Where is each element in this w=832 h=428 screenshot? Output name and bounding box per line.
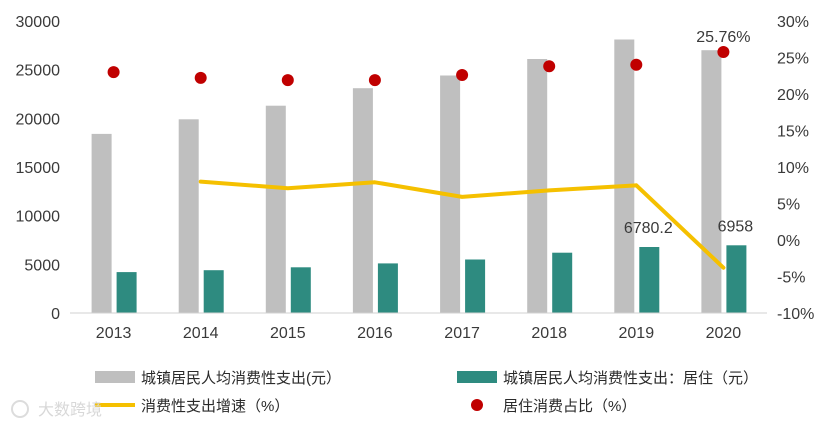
data-label: 25.76% [696,29,750,46]
share-dot-2017 [456,69,469,81]
x-tick-2019: 2019 [619,325,655,342]
y-right-tick: 5% [777,197,800,214]
dots-layer [107,46,730,87]
growth-line [198,179,726,270]
y-left-tick: 10000 [16,209,61,226]
share-dot-2020 [717,46,730,58]
bar-total-2014 [178,119,199,313]
bar-housing-2014 [203,270,224,313]
share-dot-2016 [368,74,381,87]
y-left-axis: 0 5000 10000 15000 20000 25000 30000 [16,14,61,323]
line-layer [198,179,726,270]
bar-total-2016 [352,88,373,313]
x-tick-2016: 2016 [357,325,393,342]
watermark-logo-icon [11,400,29,418]
y-right-tick: 10% [777,160,809,177]
y-right-axis: -10% -5% 0% 5% 10% 15% 20% 25% 30% [777,14,814,323]
y-right-tick: 20% [777,87,809,104]
bar-housing-2015 [290,267,311,313]
data-labels: 25.76% 6780.2 6958 [624,29,753,237]
y-right-tick: 0% [777,233,800,250]
y-left-tick: 5000 [24,257,60,274]
y-left-tick: 0 [51,306,60,323]
bar-total-2020 [701,50,722,313]
legend-swatch-share [471,399,483,411]
share-dot-2015 [281,74,294,87]
bar-total-2019 [614,39,635,313]
share-dot-2019 [630,58,643,71]
legend: 城镇居民人均消费性支出(元） 城镇居民人均消费性支出：居住（元） 消费性支出增速… [95,370,758,415]
y-left-tick: 20000 [16,111,61,128]
bars-layer [91,39,747,313]
y-right-tick: 30% [777,14,809,31]
bar-housing-2013 [116,272,137,313]
bar-housing-2019 [639,247,660,313]
x-tick-2018: 2018 [531,325,567,342]
y-right-tick: 15% [777,124,809,141]
legend-swatch-total [95,371,135,383]
bar-housing-2020 [726,245,747,313]
bar-housing-2018 [552,252,573,313]
legend-label-growth: 消费性支出增速（%） [141,398,289,415]
data-label: 6780.2 [624,220,673,237]
data-label: 6958 [718,218,754,235]
x-tick-2017: 2017 [444,325,480,342]
legend-label-housing: 城镇居民人均消费性支出：居住（元） [503,370,758,387]
legend-swatch-housing [457,371,497,383]
y-left-tick: 30000 [16,14,61,31]
y-left-tick: 15000 [16,160,61,177]
share-dot-2018 [543,60,556,73]
share-dot-2014 [194,71,207,84]
x-tick-2015: 2015 [270,325,306,342]
y-right-tick: -5% [777,270,805,287]
watermark: 大数跨境 [11,400,102,419]
y-right-tick: -10% [777,306,814,323]
watermark-text: 大数跨境 [38,400,102,419]
y-right-tick: 25% [777,51,809,68]
x-tick-2014: 2014 [183,325,219,342]
bar-housing-2017 [465,259,486,313]
x-tick-2020: 2020 [706,325,742,342]
bar-housing-2016 [377,263,398,313]
bar-total-2013 [91,133,112,313]
bar-total-2018 [527,59,548,313]
x-tick-2013: 2013 [96,325,132,342]
legend-label-total: 城镇居民人均消费性支出(元） [141,370,341,387]
bar-total-2015 [265,105,286,313]
legend-label-share: 居住消费占比（%） [503,398,636,415]
share-dot-2013 [107,66,120,79]
y-left-tick: 25000 [16,63,61,80]
x-axis: 2013 2014 2015 2016 2017 2018 2019 2020 [96,325,741,342]
